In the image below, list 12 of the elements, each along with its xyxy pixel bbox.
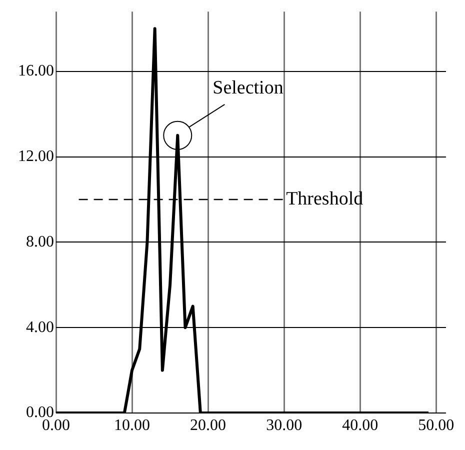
x-tick-label: 20.00 [190, 416, 226, 434]
x-tick-label: 0.00 [42, 416, 70, 434]
y-tick-label: 8.00 [26, 233, 54, 250]
x-tick-label: 50.00 [418, 416, 454, 434]
y-tick-label: 4.00 [26, 318, 54, 336]
x-tick-label: 10.00 [114, 416, 150, 434]
annotation: Selection [212, 77, 284, 98]
y-tick-label: 16.00 [18, 62, 54, 80]
series-label: Threshold [286, 188, 364, 210]
x-tick-label: 30.00 [266, 416, 302, 434]
y-tick-label: 12.00 [18, 148, 54, 165]
x-tick-label: 40.00 [342, 416, 378, 434]
